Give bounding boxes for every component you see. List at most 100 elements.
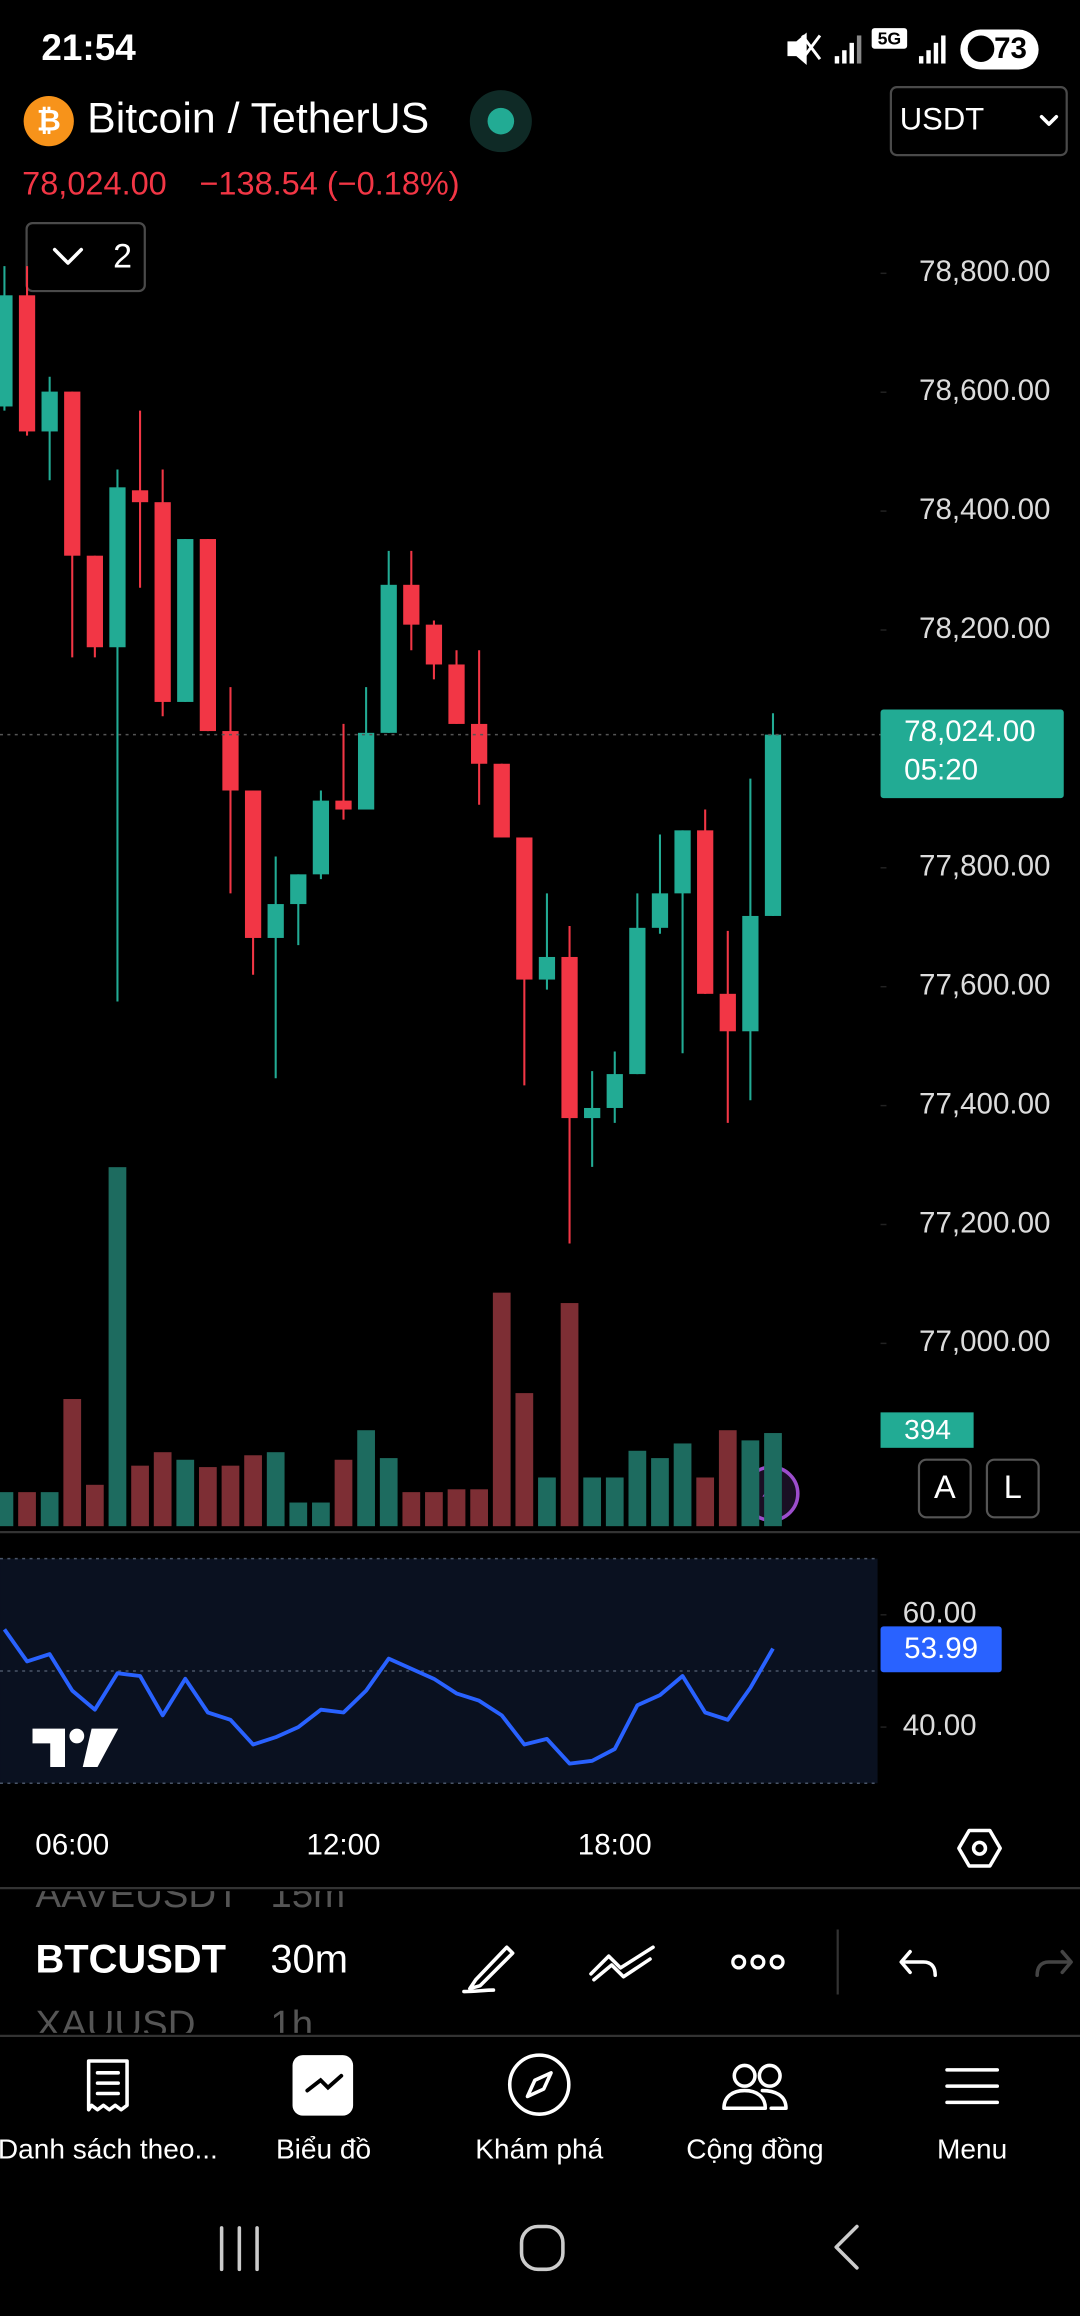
y-tick-label: 77,800.00 bbox=[919, 850, 1050, 883]
status-icons: 5G bbox=[787, 28, 1039, 70]
volume-bar bbox=[0, 1492, 14, 1527]
volume-bar bbox=[199, 1467, 217, 1527]
candle-body bbox=[764, 734, 782, 916]
candle-body bbox=[448, 664, 465, 724]
nav-label[interactable]: Cộng đồng bbox=[686, 2134, 823, 2165]
candle-body bbox=[222, 731, 239, 791]
volume-bar bbox=[492, 1292, 511, 1527]
candle-body bbox=[697, 830, 714, 994]
indicators-count: 2 bbox=[113, 238, 132, 276]
candle-body bbox=[244, 790, 262, 938]
volume-bar bbox=[40, 1492, 59, 1527]
chart-icon[interactable] bbox=[292, 2055, 354, 2116]
volume-bar bbox=[447, 1489, 466, 1527]
last-price: 78,024.00 bbox=[22, 166, 167, 202]
candle-body bbox=[584, 1107, 601, 1119]
community-icon[interactable] bbox=[722, 2063, 788, 2111]
nav-label[interactable]: Menu bbox=[937, 2134, 1007, 2165]
volume-bar bbox=[289, 1502, 308, 1527]
rsi-label-box bbox=[880, 1626, 1002, 1673]
nav-label[interactable]: Danh sách theo... bbox=[0, 2134, 218, 2165]
candle-body bbox=[267, 904, 284, 938]
coin-icon: ₿ bbox=[23, 96, 74, 147]
volume-bar bbox=[85, 1484, 104, 1527]
currency-select[interactable] bbox=[889, 86, 1068, 157]
y-tick-label: 78,200.00 bbox=[919, 612, 1050, 645]
volume-bar bbox=[425, 1492, 443, 1527]
watchlist-icon[interactable] bbox=[86, 2059, 129, 2112]
symbol-picker[interactable]: AAVEUSDT BTCUSDT XAUUSD 15m 30m 1h bbox=[35, 1873, 347, 2046]
volume-bar bbox=[741, 1440, 760, 1527]
symbol-option[interactable]: BTCUSDT bbox=[35, 1938, 226, 1982]
symbol-option[interactable]: AAVEUSDT bbox=[35, 1873, 239, 1916]
volume-bar bbox=[176, 1459, 195, 1527]
volume-bar bbox=[357, 1430, 375, 1527]
menu-icon[interactable] bbox=[945, 2068, 1000, 2105]
volume-bar bbox=[718, 1430, 737, 1527]
nav-label[interactable]: Biểu đồ bbox=[276, 2134, 371, 2165]
candle-body bbox=[425, 624, 443, 665]
nav-label[interactable]: Khám phá bbox=[475, 2134, 603, 2165]
settings-button[interactable] bbox=[957, 1828, 1002, 1868]
y-tick-label: 77,600.00 bbox=[919, 968, 1050, 1001]
symbol-option[interactable]: XAUUSD bbox=[35, 2003, 195, 2046]
market-status bbox=[469, 90, 532, 153]
y-tick-label: 77,000.00 bbox=[919, 1325, 1050, 1358]
candle-body bbox=[86, 555, 103, 648]
y-tick-label: 78,400.00 bbox=[919, 493, 1050, 526]
y-tick-label: 77,400.00 bbox=[919, 1087, 1050, 1120]
candle-body bbox=[154, 502, 171, 702]
volume-bar bbox=[108, 1167, 127, 1527]
volume-bar bbox=[538, 1477, 556, 1527]
log-scale-button[interactable] bbox=[985, 1458, 1040, 1519]
volume-bar bbox=[266, 1452, 285, 1527]
candle-body bbox=[742, 915, 759, 1032]
draw-tool-button[interactable] bbox=[462, 1945, 515, 1994]
volume-bar bbox=[18, 1492, 36, 1527]
x-tick-label: 12:00 bbox=[307, 1829, 381, 1862]
auto-scale-label: A bbox=[934, 1469, 956, 1505]
undo-button[interactable] bbox=[899, 1949, 937, 1978]
rsi-line bbox=[2, 1628, 775, 1766]
candle-body bbox=[651, 893, 669, 928]
log-scale-label: L bbox=[1004, 1469, 1022, 1505]
symbol-title[interactable]: Bitcoin / TetherUS bbox=[87, 94, 429, 142]
status-time: 21:54 bbox=[41, 27, 136, 68]
candle-body bbox=[606, 1074, 623, 1108]
candle-body bbox=[290, 874, 307, 905]
interval-option[interactable]: 1h bbox=[270, 2003, 313, 2046]
svg-text:₿: ₿ bbox=[37, 104, 61, 137]
candle-body bbox=[357, 732, 375, 810]
more-button[interactable] bbox=[731, 1954, 785, 1970]
rsi-value-label: 53.99 bbox=[904, 1632, 978, 1665]
system-nav bbox=[219, 2224, 859, 2272]
volume-bar bbox=[153, 1452, 172, 1527]
explore-icon[interactable] bbox=[507, 2053, 571, 2116]
volume-bar bbox=[131, 1465, 149, 1527]
volume-bar bbox=[764, 1433, 782, 1527]
volume-bar bbox=[312, 1502, 330, 1527]
rsi-tick-label: 40.00 bbox=[903, 1709, 977, 1742]
last-price-label: 78,024.00 bbox=[904, 715, 1035, 748]
redo-button[interactable] bbox=[1035, 1949, 1073, 1978]
trendline-button[interactable] bbox=[589, 1945, 655, 1982]
volume-bar bbox=[470, 1489, 488, 1527]
volume-bar bbox=[402, 1492, 421, 1527]
interval-option[interactable]: 15m bbox=[270, 1873, 345, 1916]
indicators-toggle[interactable] bbox=[25, 221, 146, 293]
volume-label: 394 bbox=[904, 1414, 951, 1445]
interval-option[interactable]: 30m bbox=[270, 1938, 348, 1982]
candle-body bbox=[674, 830, 691, 894]
volume-bar bbox=[63, 1399, 82, 1527]
auto-scale-button[interactable] bbox=[917, 1458, 972, 1519]
candle-body bbox=[131, 490, 149, 503]
candle-body bbox=[403, 584, 420, 625]
candle-body bbox=[493, 763, 510, 838]
candle-body bbox=[64, 391, 81, 556]
candle-body bbox=[380, 584, 397, 733]
battery-level: 73 bbox=[994, 32, 1027, 65]
volume-bar bbox=[221, 1465, 240, 1527]
candle-body bbox=[0, 295, 13, 407]
rsi-tick-label: 60.00 bbox=[903, 1597, 977, 1630]
y-tick-label: 77,200.00 bbox=[919, 1206, 1050, 1239]
